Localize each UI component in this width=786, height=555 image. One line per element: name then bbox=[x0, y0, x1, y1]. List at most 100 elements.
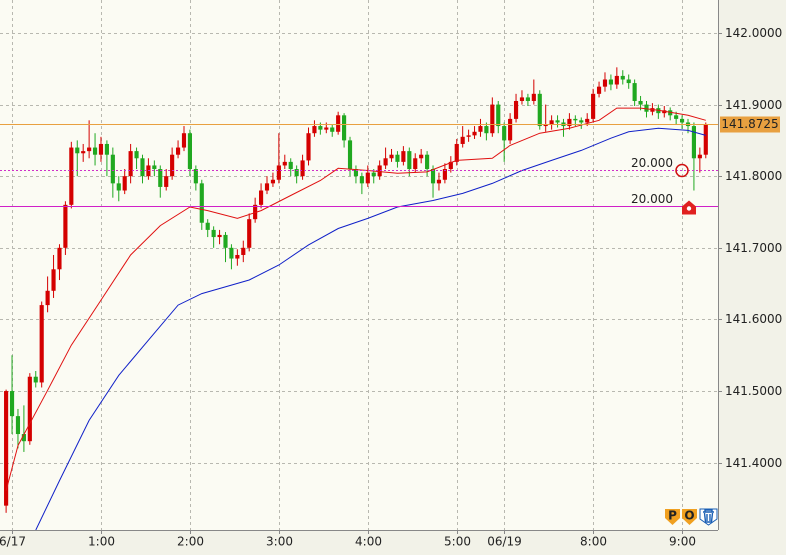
button-shield[interactable] bbox=[682, 509, 697, 525]
candle-body bbox=[620, 75, 625, 80]
candle-body bbox=[87, 147, 92, 152]
candle-body bbox=[347, 140, 353, 170]
candle-body bbox=[276, 165, 281, 180]
candle-body bbox=[253, 204, 258, 220]
candle-body bbox=[496, 104, 501, 127]
candle-body bbox=[318, 126, 323, 130]
candle-body bbox=[235, 254, 240, 259]
candle-body bbox=[679, 118, 685, 123]
candle-body bbox=[205, 222, 210, 230]
candle-body bbox=[306, 133, 311, 161]
candle-body bbox=[401, 151, 406, 162]
candle-body bbox=[691, 126, 697, 159]
x-tick-label: 8:00 bbox=[580, 535, 607, 549]
candle-body bbox=[164, 176, 169, 187]
candle-body bbox=[543, 124, 548, 127]
candle-body bbox=[98, 143, 104, 155]
candle-body bbox=[614, 75, 619, 85]
x-tick-label: 4:00 bbox=[355, 535, 382, 549]
candle-body bbox=[27, 376, 32, 442]
candle-body bbox=[626, 79, 631, 84]
candle-body bbox=[596, 86, 602, 94]
candle-body bbox=[312, 126, 317, 134]
y-tick-label: 141.7000 bbox=[725, 241, 782, 255]
y-tick-label: 141.5000 bbox=[725, 384, 782, 398]
button-label[interactable]: P bbox=[668, 509, 677, 523]
candle-body bbox=[229, 247, 234, 259]
candle-body bbox=[585, 118, 590, 123]
x-tick-label: 2:00 bbox=[177, 535, 204, 549]
candle-body bbox=[371, 172, 376, 177]
order-marker[interactable] bbox=[675, 163, 689, 178]
candle-body bbox=[51, 269, 56, 291]
y-tick-label: 141.8000 bbox=[725, 169, 782, 183]
candle-body bbox=[122, 176, 127, 191]
moving-average bbox=[5, 107, 706, 491]
candle-body bbox=[591, 93, 596, 119]
x-tick-label: 3:00 bbox=[266, 535, 293, 549]
axes: 141.4000 141.5000 141.6000 141.7000 141.8000… bbox=[0, 26, 782, 549]
candle-body bbox=[436, 179, 442, 184]
candle-body bbox=[294, 169, 299, 177]
y-tick-label: 141.9000 bbox=[725, 98, 782, 112]
candle-body bbox=[478, 126, 483, 132]
candle-body bbox=[407, 151, 412, 170]
candle-body bbox=[638, 100, 643, 105]
candle-body bbox=[45, 290, 50, 306]
x-tick-label: 6/17 bbox=[0, 535, 26, 549]
trash-icon[interactable] bbox=[703, 509, 714, 523]
candle-body bbox=[359, 176, 364, 184]
candle-body bbox=[567, 118, 572, 127]
candle-body bbox=[419, 154, 424, 159]
candle-body bbox=[472, 131, 477, 136]
candle-body bbox=[270, 179, 276, 184]
candle-body bbox=[377, 165, 382, 177]
candle-body bbox=[508, 118, 513, 141]
candle-body bbox=[336, 115, 341, 132]
candle-body bbox=[21, 434, 26, 442]
trash-bg[interactable] bbox=[699, 508, 718, 526]
candle-body bbox=[134, 151, 139, 159]
x-tick-label: 1:00 bbox=[88, 535, 115, 549]
candle-body bbox=[128, 151, 133, 177]
y-tick-label: 141.4000 bbox=[725, 456, 782, 470]
candle-body bbox=[608, 79, 613, 85]
candle-body bbox=[531, 93, 536, 101]
button-shield[interactable] bbox=[665, 509, 680, 525]
candle-body bbox=[460, 136, 465, 144]
candle-body bbox=[223, 234, 228, 248]
candle-body bbox=[632, 83, 637, 101]
candle-body bbox=[602, 79, 608, 87]
candle-body bbox=[175, 147, 181, 155]
candle-body bbox=[33, 376, 38, 383]
candle-body bbox=[466, 135, 471, 137]
x-tick-label: 06/19 bbox=[487, 535, 522, 549]
order-label: 20.000 bbox=[631, 192, 673, 206]
candle-body bbox=[9, 391, 15, 417]
candle-body bbox=[330, 127, 335, 132]
candle-body bbox=[288, 161, 293, 170]
candle-body bbox=[170, 154, 175, 177]
candle-body bbox=[75, 147, 80, 154]
candle-body bbox=[353, 169, 359, 177]
candle-body bbox=[199, 183, 204, 223]
candle-body bbox=[525, 97, 530, 101]
candle-body bbox=[490, 104, 495, 134]
candle-body bbox=[193, 169, 198, 184]
candle-body bbox=[258, 190, 264, 205]
candle-body bbox=[697, 154, 702, 159]
candle-body bbox=[484, 126, 489, 134]
candle-body bbox=[4, 391, 9, 506]
button-label[interactable]: O bbox=[684, 509, 694, 523]
candle-body bbox=[383, 158, 388, 166]
candle-body bbox=[15, 416, 21, 435]
candle-body bbox=[425, 154, 430, 170]
candle-body bbox=[502, 126, 507, 141]
candle-body bbox=[389, 154, 394, 159]
candle-body bbox=[241, 247, 246, 255]
candle-body bbox=[555, 120, 560, 123]
y-tick-label: 141.6000 bbox=[725, 312, 782, 326]
